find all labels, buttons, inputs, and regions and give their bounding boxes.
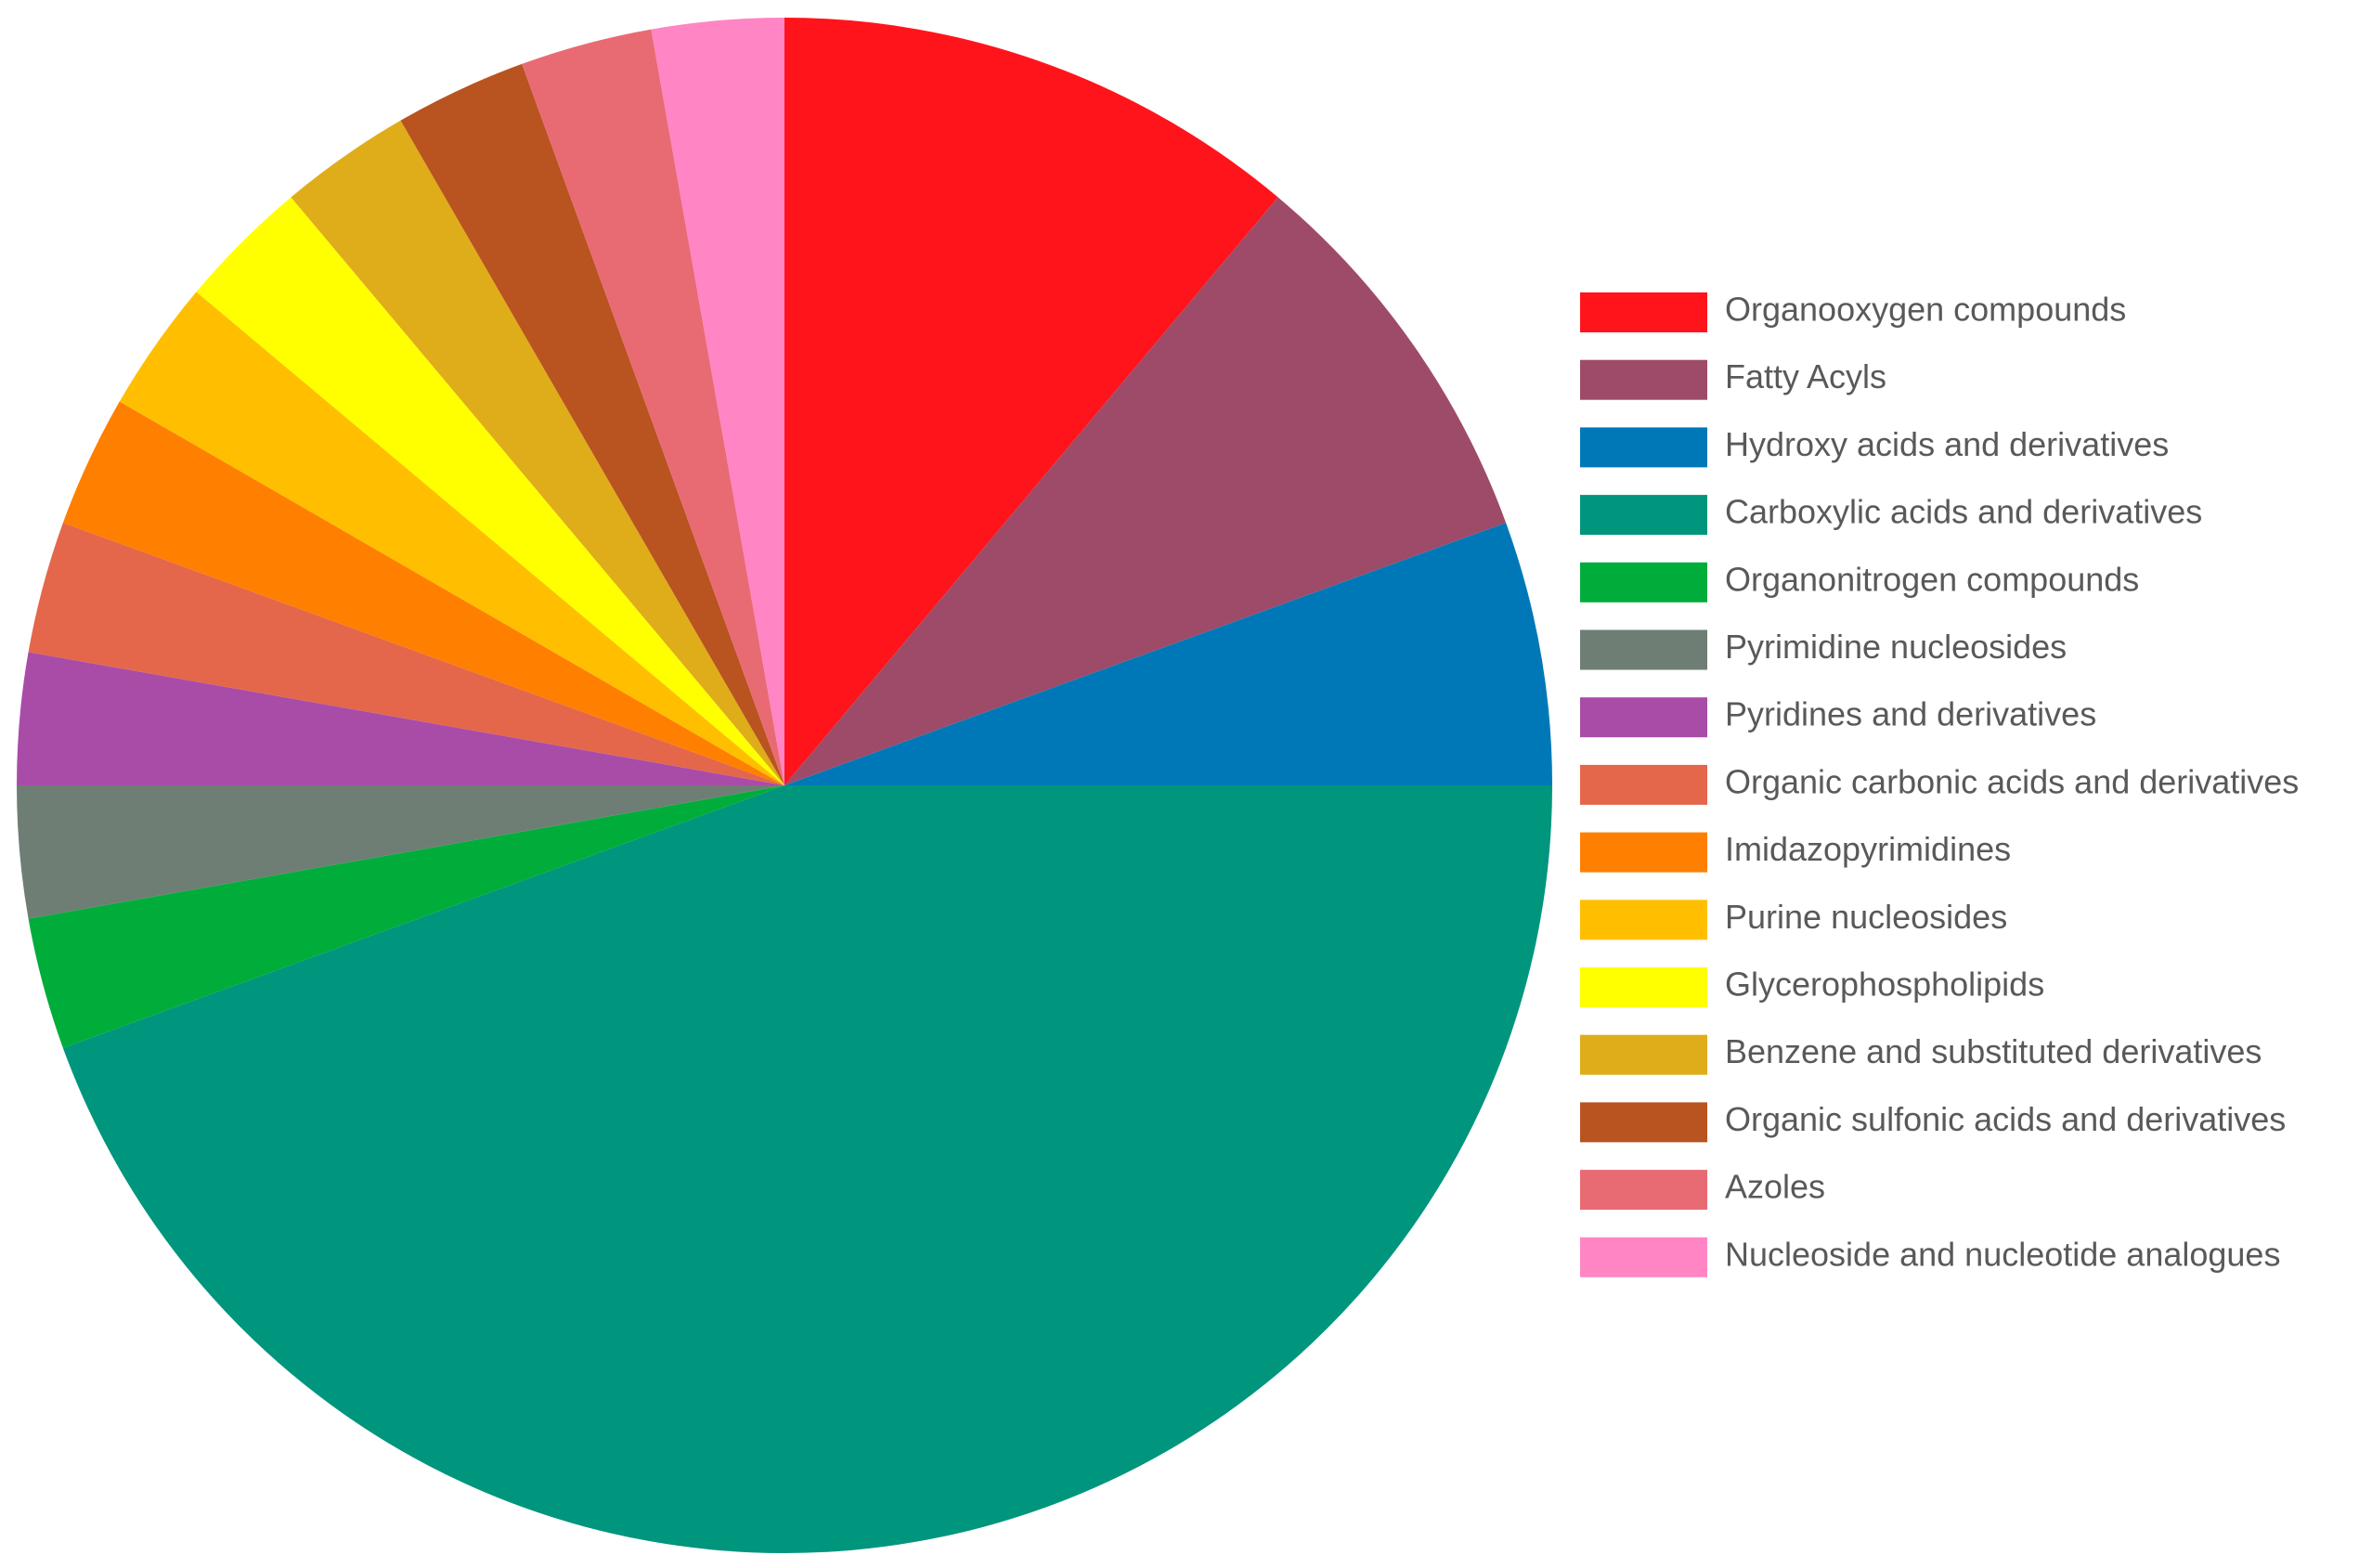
- legend-swatch: [1580, 1170, 1707, 1211]
- pie-slice: [62, 785, 1553, 1554]
- pie-slice: [784, 523, 1552, 785]
- legend-label: Organic carbonic acids and derivatives: [1725, 762, 2299, 800]
- legend-swatch: [1580, 832, 1707, 873]
- pie-slice: [291, 120, 784, 785]
- legend-swatch: [1580, 697, 1707, 738]
- pie-slice: [28, 785, 785, 1048]
- pie-slice: [522, 29, 784, 786]
- legend-label: Carboxylic acids and derivatives: [1725, 493, 2202, 531]
- legend-label: Purine nucleosides: [1725, 898, 2007, 936]
- pie-slice: [400, 63, 784, 785]
- legend-swatch: [1580, 562, 1707, 603]
- pie-slice: [17, 652, 784, 785]
- pie-slice: [17, 785, 784, 919]
- legend-swatch: [1580, 1034, 1707, 1075]
- legend-swatch: [1580, 495, 1707, 536]
- legend-label: Pyridines and derivatives: [1725, 695, 2096, 733]
- legend-label: Imidazopyrimidines: [1725, 830, 2011, 868]
- legend-label: Benzene and substituted derivatives: [1725, 1032, 2262, 1070]
- legend-label: Organic sulfonic acids and derivatives: [1725, 1100, 2286, 1138]
- legend-label: Nucleoside and nucleotide analogues: [1725, 1235, 2280, 1273]
- legend-label: Hydroxy acids and derivatives: [1725, 425, 2169, 463]
- legend-swatch: [1580, 1102, 1707, 1143]
- legend-swatch: [1580, 629, 1707, 670]
- legend-swatch: [1580, 764, 1707, 805]
- pie-slice: [28, 523, 785, 785]
- legend-label: Organooxygen compounds: [1725, 291, 2126, 329]
- legend-label: Azoles: [1725, 1168, 1825, 1206]
- pie-slice: [784, 18, 1278, 785]
- legend-swatch: [1580, 1237, 1707, 1277]
- legend-swatch: [1580, 967, 1707, 1007]
- pie-slice: [784, 197, 1507, 785]
- legend-label: Fatty Acyls: [1725, 357, 1886, 395]
- legend-label: Glycerophospholipids: [1725, 965, 2044, 1004]
- legend-swatch: [1580, 292, 1707, 332]
- legend-swatch: [1580, 900, 1707, 940]
- pie-slice: [119, 292, 784, 785]
- pie-slice: [196, 197, 784, 785]
- legend-swatch: [1580, 359, 1707, 400]
- legend-label: Pyrimidine nucleosides: [1725, 628, 2067, 666]
- pie-slice: [651, 18, 784, 785]
- pie-slice: [62, 401, 784, 785]
- legend-swatch: [1580, 427, 1707, 468]
- legend-label: Organonitrogen compounds: [1725, 560, 2139, 598]
